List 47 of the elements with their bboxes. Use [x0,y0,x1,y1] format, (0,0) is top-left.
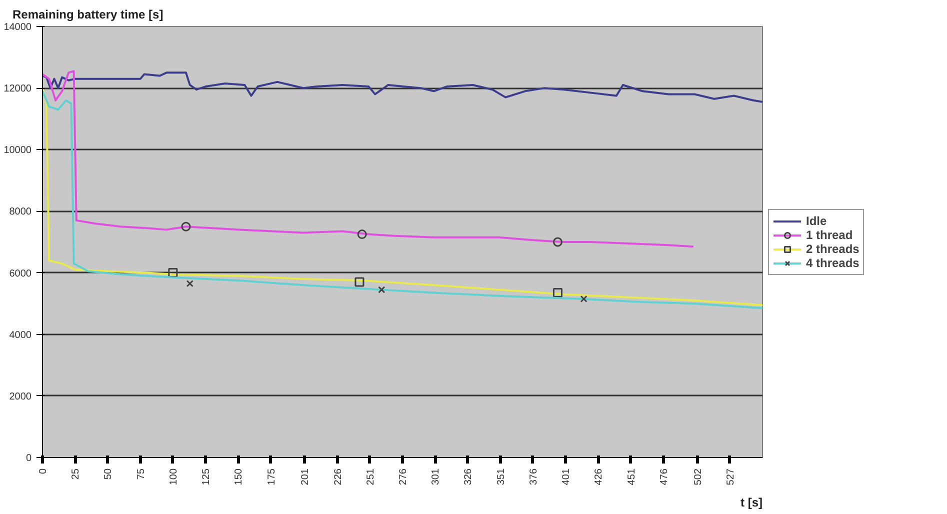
line-series [42,72,762,103]
x-tick-label: 276 [398,468,409,486]
x-tick-label: 50 [103,468,114,480]
point [552,237,562,247]
legend-label: 4 threads [806,256,860,270]
x-tick-label: 226 [332,468,344,486]
x-tick-label: 251 [365,468,376,486]
x-tick-label: 426 [594,468,605,486]
x-tick-label: 25 [70,468,82,480]
y-tick-label: 12000 [4,84,32,95]
y-tick-label: 4000 [9,330,32,341]
x-tick-label: 502 [692,468,704,486]
line-series [42,70,694,248]
x-tick-label: 527 [725,468,736,486]
x-tick-label: 75 [136,468,147,480]
point [580,295,588,303]
legend-label: 2 threads [806,242,860,256]
y-tick-label: 6000 [9,268,32,280]
y-tick-label: 14000 [4,22,32,33]
x-tick-label: 351 [496,468,507,486]
point [181,222,191,232]
point [354,277,364,287]
x-tick-label: 401 [561,468,572,486]
point [186,280,194,288]
legend-label: 1 thread [806,228,853,242]
y-tick-label: 8000 [9,206,32,218]
x-tick-label: 100 [168,468,180,486]
x-tick-label: 150 [234,468,245,486]
y-tick-label: 0 [26,453,32,464]
y-tick-label: 2000 [9,391,32,402]
x-tick-label: 476 [658,468,670,486]
y-tick-label: 10000 [4,145,32,156]
point [168,268,178,278]
point [378,286,386,294]
x-tick-label: 376 [528,468,540,486]
point [552,288,562,298]
x-tick-label: 125 [201,468,212,486]
x-tick-label: 301 [430,468,442,486]
point [357,230,367,240]
legend-label: Idle [806,214,827,228]
x-tick-label: 326 [463,468,474,486]
y-axis-title: Remaining battery time [s] [12,8,164,22]
x-tick-label: 451 [626,468,638,486]
x-tick-label: 201 [300,468,312,486]
x-axis-title: t [s] [740,496,763,510]
x-tick-label: 0 [38,468,49,474]
x-tick-label: 175 [266,468,278,486]
